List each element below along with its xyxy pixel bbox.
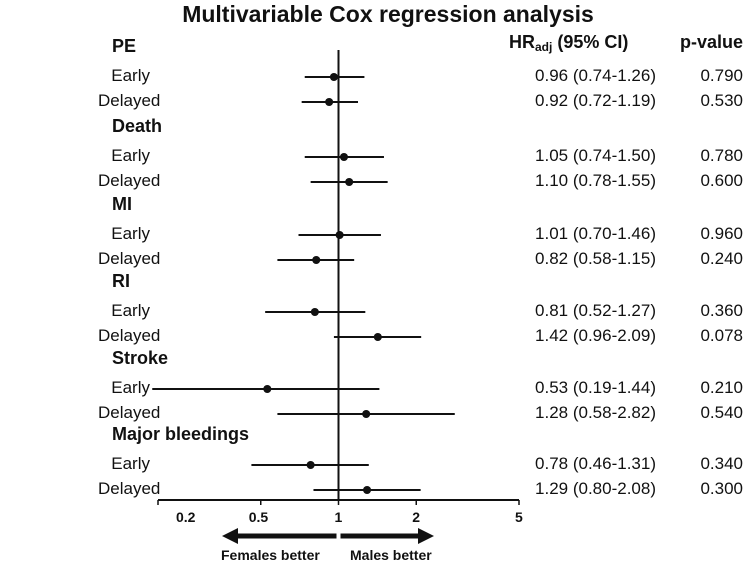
chart-title: Multivariable Cox regression analysis (182, 1, 594, 27)
females-better-label: Females better (221, 547, 320, 563)
group-label-stroke: Stroke (112, 348, 169, 368)
row-label-major-bleedings-delayed: Delayed (98, 479, 161, 498)
row-label-pe-early: Early (111, 66, 150, 85)
p-value-stroke-delayed: 0.540 (700, 403, 743, 422)
pvalue-column-header: p-value (680, 32, 744, 52)
hr-point-mi-delayed (312, 256, 321, 264)
hr-point-ri-delayed (373, 333, 382, 341)
p-value-ri-delayed: 0.078 (700, 326, 743, 345)
p-value-pe-delayed: 0.530 (700, 91, 743, 110)
hr-column-header: HRadj (95% CI) (509, 32, 629, 54)
p-value-ri-early: 0.360 (700, 301, 743, 320)
p-value-death-early: 0.780 (700, 146, 743, 165)
row-label-mi-delayed: Delayed (98, 249, 161, 268)
hr-value-mi-delayed: 0.82 (0.58-1.15) (535, 249, 656, 268)
p-value-mi-delayed: 0.240 (700, 249, 743, 268)
group-label-death: Death (112, 116, 163, 136)
hr-point-death-delayed (345, 178, 354, 186)
hr-point-major-bleedings-early (306, 461, 315, 469)
p-value-major-bleedings-delayed: 0.300 (700, 479, 743, 498)
p-value-death-delayed: 0.600 (700, 171, 743, 190)
left-arrow-head (222, 528, 238, 544)
row-label-ri-early: Early (111, 301, 150, 320)
row-label-pe-delayed: Delayed (98, 91, 161, 110)
p-value-pe-early: 0.790 (700, 66, 743, 85)
row-label-ri-delayed: Delayed (98, 326, 161, 345)
group-label-ri: RI (112, 271, 130, 291)
row-label-stroke-delayed: Delayed (98, 403, 161, 422)
hr-value-death-delayed: 1.10 (0.78-1.55) (535, 171, 656, 190)
group-label-pe: PE (112, 36, 137, 56)
x-tick-label-0.5: 0.5 (248, 509, 269, 525)
hr-value-ri-delayed: 1.42 (0.96-2.09) (535, 326, 656, 345)
hr-point-pe-delayed (325, 98, 334, 106)
group-label-major-bleedings: Major bleedings (112, 424, 250, 444)
hr-value-major-bleedings-early: 0.78 (0.46-1.31) (535, 454, 656, 473)
hr-value-death-early: 1.05 (0.74-1.50) (535, 146, 656, 165)
p-value-stroke-early: 0.210 (700, 378, 743, 397)
hr-point-death-early (339, 153, 348, 161)
x-tick-label-1: 1 (334, 509, 343, 525)
group-label-mi: MI (112, 194, 132, 214)
hr-value-stroke-early: 0.53 (0.19-1.44) (535, 378, 656, 397)
hr-point-major-bleedings-delayed (363, 486, 372, 494)
hr-point-pe-early (329, 73, 338, 81)
x-tick-label-5: 5 (515, 509, 523, 525)
row-label-death-delayed: Delayed (98, 171, 161, 190)
row-label-mi-early: Early (111, 224, 150, 243)
hr-value-major-bleedings-delayed: 1.29 (0.80-2.08) (535, 479, 656, 498)
row-label-death-early: Early (111, 146, 150, 165)
hr-value-stroke-delayed: 1.28 (0.58-2.82) (535, 403, 656, 422)
hr-point-ri-early (310, 308, 319, 316)
right-arrow-head (418, 528, 434, 544)
row-label-stroke-early: Early (111, 378, 150, 397)
p-value-mi-early: 0.960 (700, 224, 743, 243)
x-tick-label-0.2: 0.2 (176, 509, 196, 525)
p-value-major-bleedings-early: 0.340 (700, 454, 743, 473)
hr-point-stroke-early (263, 385, 272, 393)
hr-value-pe-delayed: 0.92 (0.72-1.19) (535, 91, 656, 110)
males-better-label: Males better (350, 547, 432, 563)
hr-value-pe-early: 0.96 (0.74-1.26) (535, 66, 656, 85)
hr-value-ri-early: 0.81 (0.52-1.27) (535, 301, 656, 320)
hr-point-mi-early (335, 231, 344, 239)
hr-point-stroke-delayed (362, 410, 371, 418)
row-label-major-bleedings-early: Early (111, 454, 150, 473)
x-tick-label-2: 2 (412, 509, 421, 525)
hr-value-mi-early: 1.01 (0.70-1.46) (535, 224, 656, 243)
